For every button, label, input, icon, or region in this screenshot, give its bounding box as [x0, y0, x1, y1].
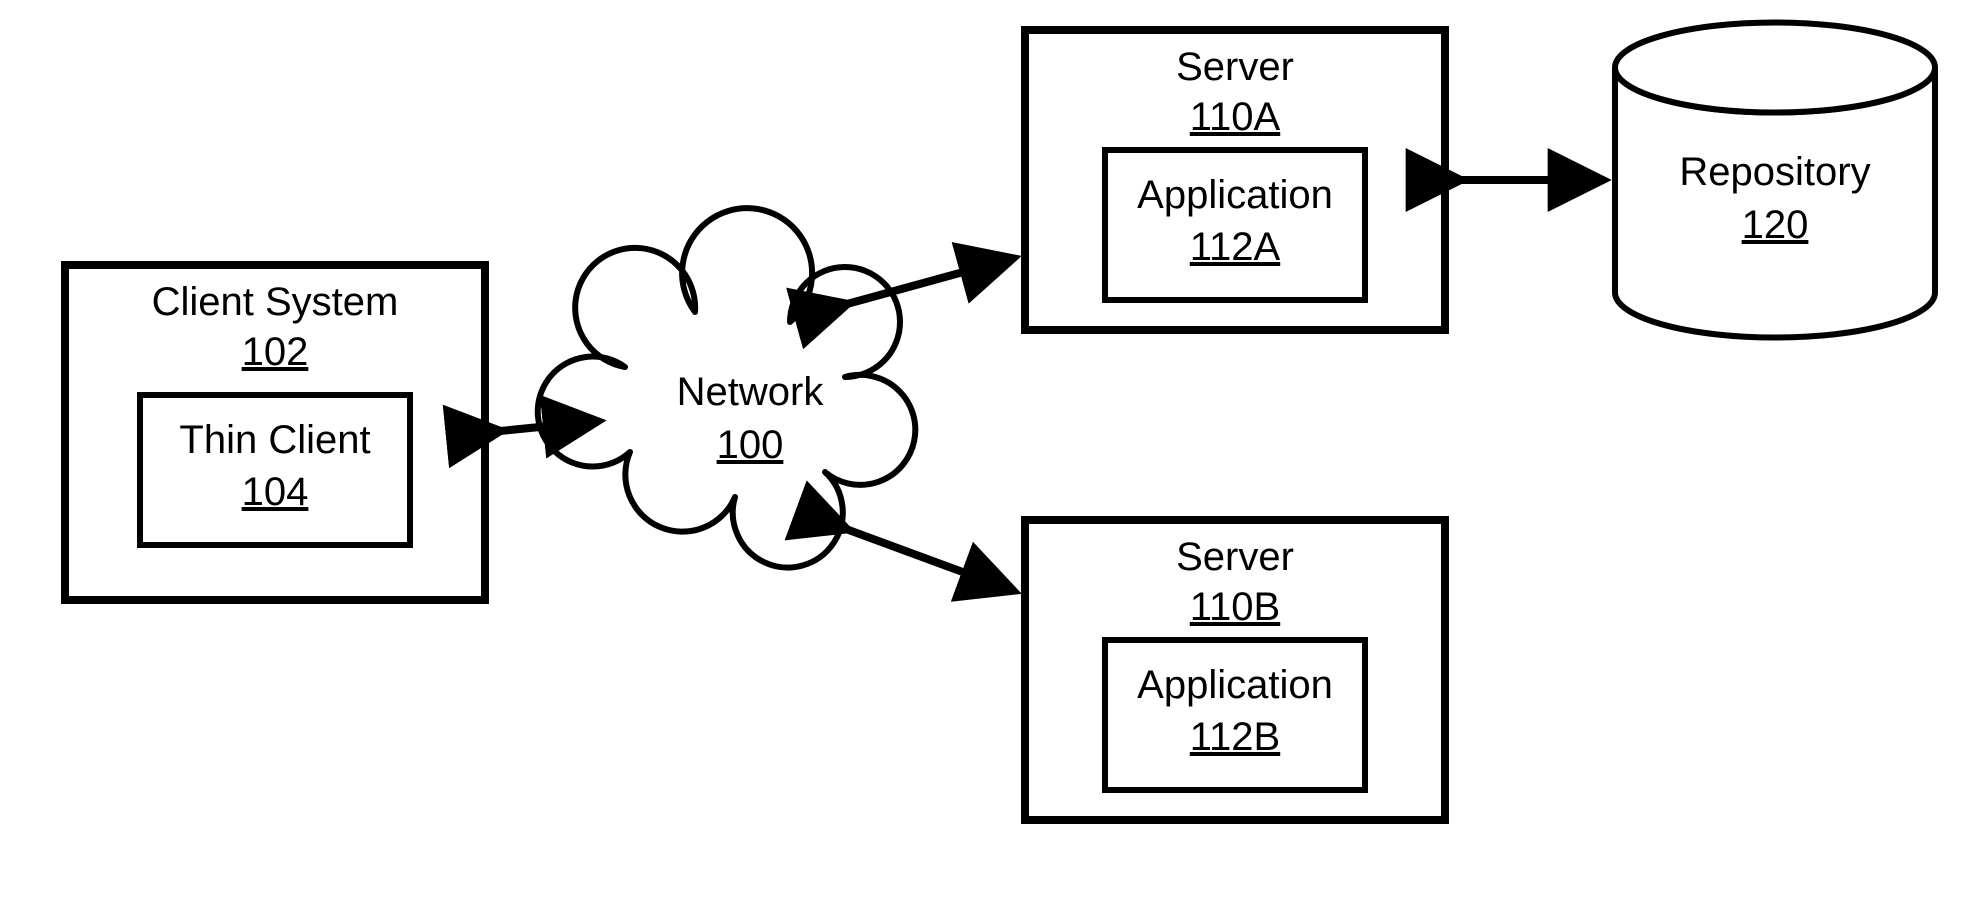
repository-label: Repository: [1679, 150, 1870, 194]
client-inner-ref: 104: [242, 470, 309, 514]
network-ref: 100: [717, 423, 784, 467]
serverA-label: Server: [1176, 45, 1294, 89]
repository-cylinder: Repository 120: [1615, 23, 1935, 338]
client-box: Client System 102 Thin Client 104: [65, 265, 485, 600]
serverB-ref: 110B: [1190, 585, 1280, 629]
serverA-ref: 110A: [1190, 95, 1281, 139]
network-label: Network: [677, 370, 825, 414]
serverB-inner-ref: 112B: [1190, 715, 1280, 759]
network-cloud: Network 100: [538, 208, 916, 567]
client-label: Client System: [152, 280, 399, 324]
edge-network-serverB: [846, 529, 1012, 590]
serverA-box: Server 110A Application 112A: [1025, 30, 1445, 330]
serverB-label: Server: [1176, 535, 1294, 579]
client-inner-label: Thin Client: [179, 418, 370, 462]
serverB-box: Server 110B Application 112B: [1025, 520, 1445, 820]
client-ref: 102: [242, 330, 309, 374]
serverA-inner-ref: 112A: [1190, 225, 1281, 269]
serverB-inner-label: Application: [1137, 663, 1333, 707]
repository-ref: 120: [1742, 203, 1809, 247]
network-diagram: Client System 102 Thin Client 104 Server 110A…: [0, 0, 1970, 914]
serverA-inner-label: Application: [1137, 173, 1333, 217]
